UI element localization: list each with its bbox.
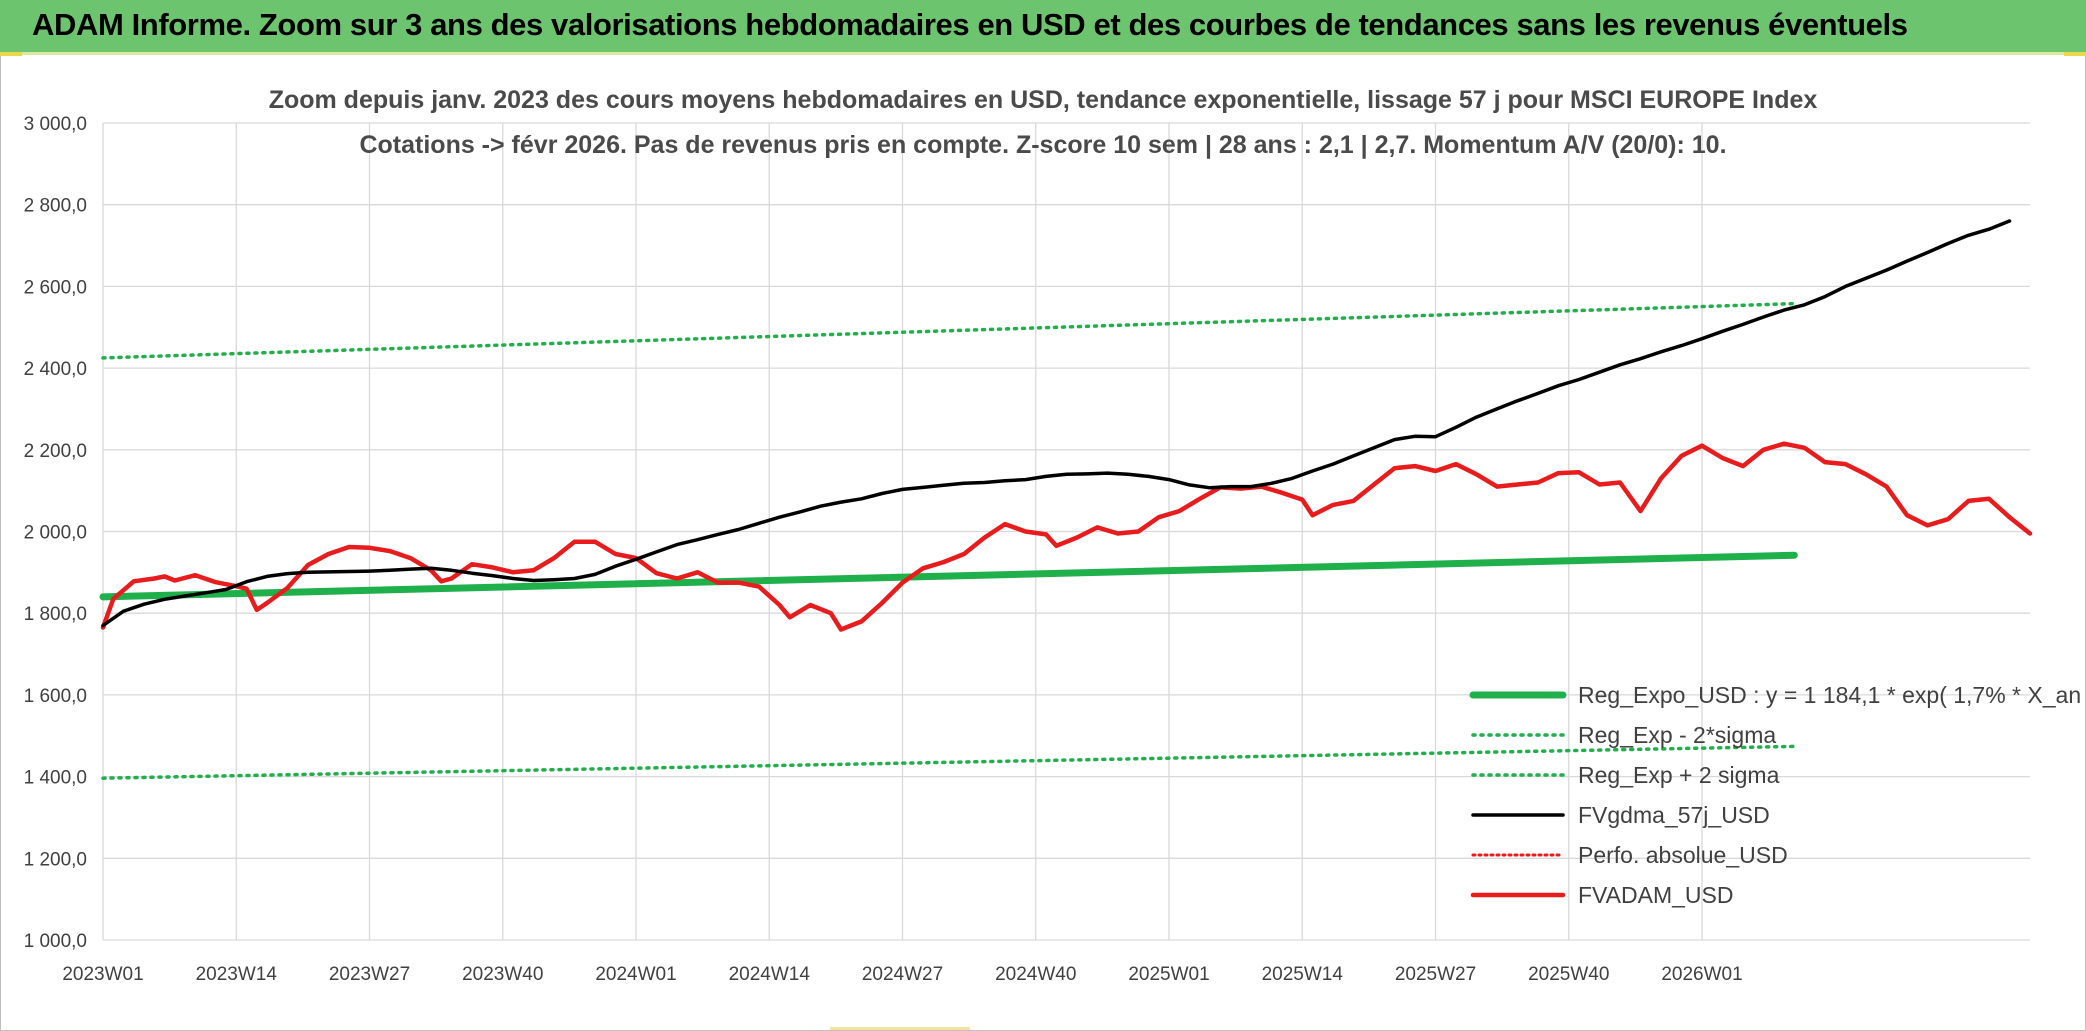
fvgdma-line (101, 219, 2012, 628)
banner: ADAM Informe. Zoom sur 3 ans des valoris… (0, 0, 2086, 55)
banner-corner-right (2064, 52, 2086, 56)
banner-corner-left (0, 52, 22, 56)
x-tick-label: 2023W27 (329, 964, 410, 985)
fvadam-line (100, 441, 2033, 632)
y-tick-label: 2 200,0 (24, 441, 87, 462)
y-tick-label: 1 800,0 (24, 604, 87, 625)
y-tick-label: 1 200,0 (24, 849, 87, 870)
reg-plus-sigma-line (101, 301, 1797, 360)
x-tick-label: 2025W27 (1395, 964, 1476, 985)
legend-entry: FVgdma_57j_USD (1578, 802, 1770, 828)
chart-title: Zoom depuis janv. 2023 des cours moyens … (269, 86, 1818, 114)
legend-entry: Perfo. absolue_USD (1578, 842, 1788, 868)
legend-entry: FVADAM_USD (1578, 882, 1734, 908)
x-tick-label: 2025W14 (1262, 964, 1344, 985)
legend-entry: Reg_Expo_USD : y = 1 184,1 * exp( 1,7% *… (1578, 682, 2086, 708)
grid-lines (102, 122, 2030, 941)
legend-entry: Reg_Exp + 2 sigma (1578, 762, 1780, 788)
reg-expo-line (99, 551, 1798, 601)
x-tick-label: 2024W40 (995, 964, 1076, 985)
x-tick-label: 2026W01 (1661, 964, 1742, 985)
chart-subtitle: Cotations -> févr 2026. Pas de revenus p… (359, 131, 1726, 159)
x-tick-label: 2025W40 (1528, 964, 1609, 985)
banner-title: ADAM Informe. Zoom sur 3 ans des valoris… (32, 7, 1908, 42)
bottom-accent (830, 1027, 970, 1030)
x-tick-label: 2024W27 (862, 964, 943, 985)
y-axis-ticks: 1 000,0 1 200,0 1 400,0 1 600,0 1 800,0 2 000… (24, 114, 87, 952)
y-tick-label: 1 400,0 (24, 768, 87, 789)
y-tick-label: 2 800,0 (24, 196, 87, 217)
x-tick-label: 2024W01 (595, 964, 676, 985)
x-tick-label: 2023W40 (462, 964, 543, 985)
x-axis-ticks: 2023W01 2023W14 2023W27 2023W40 2024W01 2024W… (62, 964, 1742, 985)
series-lines (99, 219, 2033, 780)
x-tick-label: 2025W01 (1128, 964, 1209, 985)
legend: Reg_Expo_USD : y = 1 184,1 * exp( 1,7% *… (1469, 682, 2086, 908)
y-tick-label: 2 600,0 (24, 277, 87, 298)
y-tick-label: 2 000,0 (24, 523, 87, 544)
x-tick-label: 2023W14 (196, 964, 278, 985)
x-tick-label: 2023W01 (62, 964, 143, 985)
y-tick-label: 3 000,0 (24, 114, 87, 135)
x-tick-label: 2024W14 (729, 964, 811, 985)
y-tick-label: 2 400,0 (24, 359, 87, 380)
legend-entry: Reg_Exp - 2*sigma (1578, 722, 1776, 748)
y-tick-label: 1 600,0 (24, 686, 87, 707)
y-tick-label: 1 000,0 (24, 931, 87, 952)
reg-minus-sigma-line (101, 744, 1797, 780)
